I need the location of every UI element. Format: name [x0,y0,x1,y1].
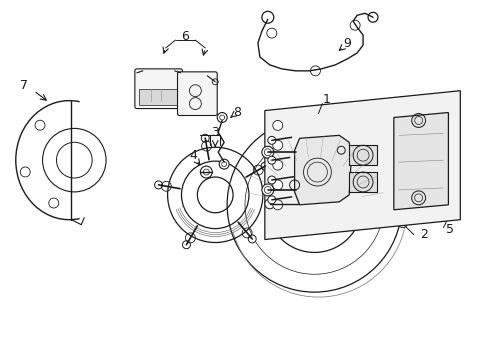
FancyBboxPatch shape [177,72,217,116]
Text: 2: 2 [419,228,427,241]
Circle shape [219,159,229,169]
Bar [348,145,376,165]
Circle shape [272,121,282,130]
Text: 8: 8 [233,106,241,119]
Text: 7: 7 [20,79,28,92]
Circle shape [264,199,274,209]
Bar [139,89,178,105]
Circle shape [267,196,275,204]
Circle shape [272,160,282,170]
Text: 1: 1 [322,93,329,106]
Circle shape [267,176,275,184]
Text: 9: 9 [343,37,350,50]
Text: 6: 6 [181,30,189,42]
Circle shape [272,200,282,210]
Polygon shape [264,91,459,239]
Polygon shape [393,113,447,210]
Circle shape [367,12,377,22]
Text: 3: 3 [211,126,219,139]
Circle shape [262,184,273,196]
Circle shape [267,136,275,144]
Bar [348,172,376,192]
Polygon shape [294,135,350,205]
Circle shape [272,140,282,150]
Circle shape [262,11,273,23]
Circle shape [272,180,282,190]
FancyBboxPatch shape [135,69,182,109]
Text: 5: 5 [446,223,453,236]
Circle shape [201,134,209,142]
Circle shape [154,181,162,189]
Text: 4: 4 [189,149,197,162]
Circle shape [217,113,226,122]
Circle shape [248,235,256,243]
Circle shape [262,146,273,158]
Circle shape [261,162,268,170]
Circle shape [182,241,190,249]
Circle shape [267,156,275,164]
